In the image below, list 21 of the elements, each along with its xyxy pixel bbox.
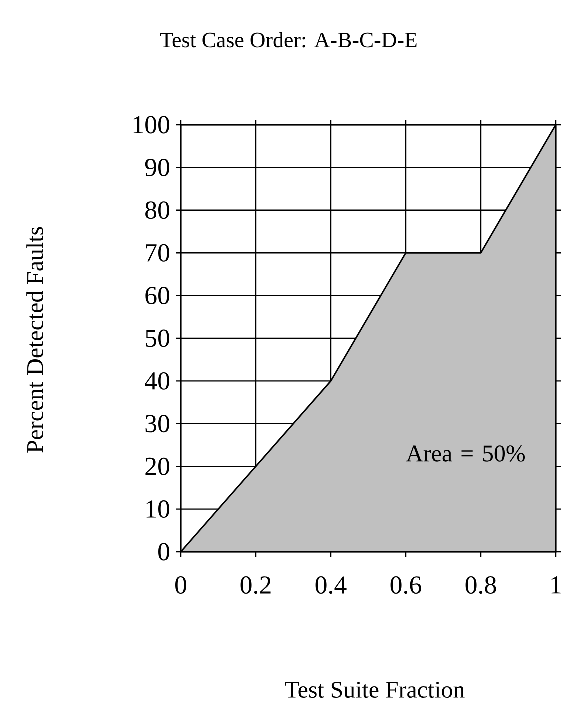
y-tick-label: 30 xyxy=(146,415,170,433)
chart-title: Test Case Order: A-B-C-D-E xyxy=(160,32,417,48)
x-tick-label: 1 xyxy=(552,576,561,594)
y-tick-label: 90 xyxy=(145,158,170,176)
y-tick-label: 40 xyxy=(145,372,170,390)
y-tick-label: 0 xyxy=(158,543,170,561)
y-tick-label: 70 xyxy=(146,244,170,262)
y-axis-title: Percent Detected Faults xyxy=(26,227,44,453)
y-tick-label: 10 xyxy=(146,500,170,518)
x-tick-label: 0.2 xyxy=(240,576,271,594)
x-tick-label: 0.4 xyxy=(316,576,347,594)
y-tick-label: 80 xyxy=(146,202,170,220)
y-tick-label: 50 xyxy=(146,330,170,348)
x-axis-title: Test Suite Fraction xyxy=(285,682,465,698)
x-tick-label: 0.6 xyxy=(390,576,422,594)
x-tick-label: 0.8 xyxy=(466,576,496,594)
annotation: Area = 50% xyxy=(406,446,526,462)
y-tick-label: 100 xyxy=(134,116,170,134)
x-tick-label: 0 xyxy=(176,576,186,594)
y-tick-label: 20 xyxy=(146,458,170,476)
y-tick-label: 60 xyxy=(146,287,170,305)
